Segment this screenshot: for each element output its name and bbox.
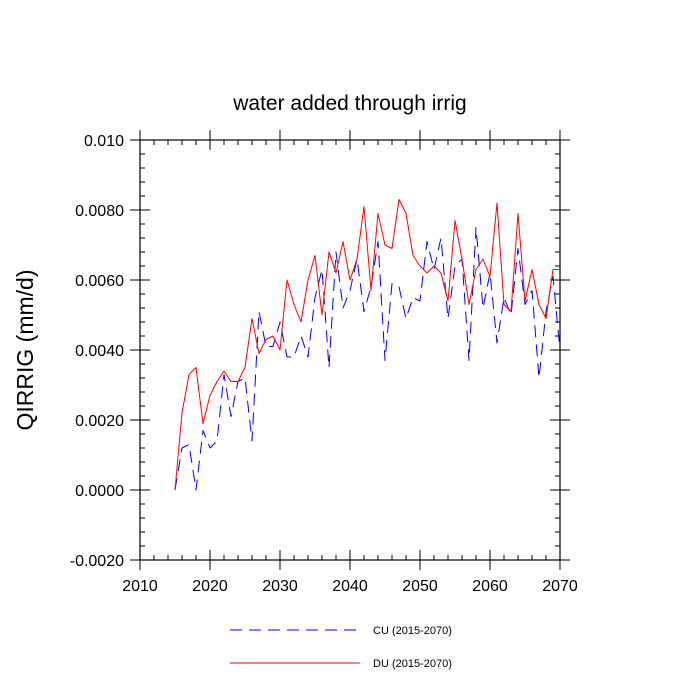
x-tick-label: 2040 — [332, 578, 368, 595]
series-line-cu — [174, 227, 561, 491]
legend-label: DU (2015-2070) — [373, 658, 452, 670]
y-tick-label: 0.0040 — [75, 343, 124, 360]
axis-ticks: 2010 2020 2030 2040 2050 2060 2070 -0.0020 0.000… — [70, 130, 578, 595]
y-tick-label: 0.0080 — [75, 203, 124, 220]
y-axis-label: QIRRIG (mm/d) — [12, 270, 38, 431]
y-tick-label: -0.0020 — [70, 553, 124, 570]
y-tick-label: 0.0060 — [75, 273, 124, 290]
chart-title: water added through irrig — [232, 92, 466, 115]
y-tick-label: 0.0020 — [75, 413, 124, 430]
x-tick-label: 2010 — [122, 578, 158, 595]
x-tick-label: 2020 — [192, 578, 228, 595]
x-tick-label: 2070 — [542, 578, 578, 595]
legend: CU (2015-2070) DU (2015-2070) — [230, 625, 452, 670]
legend-label: CU (2015-2070) — [373, 625, 452, 637]
series-line-du — [174, 199, 560, 491]
x-tick-label: 2050 — [402, 578, 438, 595]
x-tick-label: 2030 — [262, 578, 298, 595]
y-tick-label: 0.010 — [84, 133, 124, 150]
series-group — [174, 199, 561, 491]
x-tick-label: 2060 — [472, 578, 508, 595]
y-tick-label: 0.0000 — [75, 483, 124, 500]
